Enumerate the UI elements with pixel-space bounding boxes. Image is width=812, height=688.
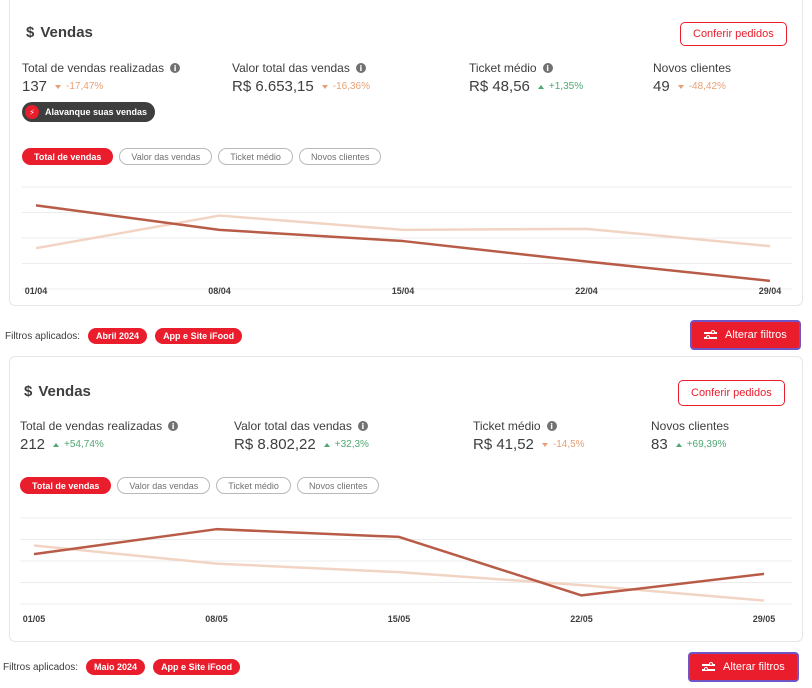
tab-new-customers[interactable]: Novos clientes <box>296 477 380 494</box>
metric-label: Novos clientes <box>651 419 730 433</box>
metric-total-value: Valor total das vendas i R$ 6.653,15 -16,3… <box>232 61 370 95</box>
metric-change: +54,74% <box>53 439 104 450</box>
filter-chip-channel[interactable]: App e Site iFood <box>155 328 243 344</box>
triangle-up-icon <box>53 442 60 447</box>
tab-average-ticket[interactable]: Ticket médio <box>216 477 291 494</box>
dollar-icon: $ <box>26 24 35 41</box>
applied-filters: Filtros aplicados: Abril 2024 App e Site… <box>5 328 243 344</box>
applied-filters: Filtros aplicados: Maio 2024 App e Site … <box>3 659 241 675</box>
info-icon[interactable]: i <box>357 421 368 431</box>
tab-total-sales[interactable]: Total de vendas <box>20 477 112 494</box>
triangle-down-icon <box>321 84 328 89</box>
section-title-text: Vendas <box>38 383 91 400</box>
metric-average-ticket: Ticket médio i R$ 48,56 +1,35% <box>469 61 583 95</box>
info-icon[interactable]: i <box>170 63 181 73</box>
sliders-icon <box>704 330 717 340</box>
change-filters-button[interactable]: Alterar filtros <box>690 320 801 350</box>
x-axis-labels: 01/05 08/05 15/05 22/05 29/05 <box>0 614 812 626</box>
sliders-icon <box>702 662 715 672</box>
metric-total-value: Valor total das vendas i R$ 8.802,22 +32,3… <box>234 419 369 453</box>
metric-change: -48,42% <box>677 81 726 92</box>
info-icon[interactable]: i <box>355 63 366 73</box>
metric-total-sales: Total de vendas realizadas i 137 -17,47% <box>22 61 181 95</box>
metric-label: Valor total das vendas <box>234 419 352 433</box>
metric-label: Total de vendas realizadas <box>20 419 163 433</box>
section-title: $ Vendas <box>26 24 93 41</box>
x-tick-label: 08/05 <box>205 614 228 624</box>
info-icon[interactable]: i <box>168 421 179 431</box>
metric-change: -14,5% <box>541 439 585 450</box>
filter-chip-period[interactable]: Maio 2024 <box>86 659 146 675</box>
filters-label: Filtros aplicados: <box>5 330 81 342</box>
tab-sales-value[interactable]: Valor das vendas <box>119 148 213 165</box>
boost-sales-pill[interactable]: ⚡ Alavanque suas vendas <box>22 102 156 122</box>
filters-label: Filtros aplicados: <box>3 661 79 673</box>
metric-value: 83 <box>651 436 668 453</box>
metric-value: R$ 48,56 <box>469 78 530 95</box>
chart-tabs: Total de vendas Valor das vendas Ticket … <box>20 477 380 494</box>
metric-value: 212 <box>20 436 46 453</box>
sales-panel-may: $ Vendas Conferir pedidos Total de venda… <box>0 352 812 688</box>
x-tick-label: 29/05 <box>752 614 776 624</box>
x-tick-label: 22/05 <box>570 614 593 624</box>
metric-value: R$ 6.653,15 <box>232 78 314 95</box>
metric-label: Total de vendas realizadas <box>22 61 165 75</box>
x-tick-label: 22/04 <box>575 286 598 296</box>
filter-chip-channel[interactable]: App e Site iFood <box>153 659 241 675</box>
x-tick-label: 29/04 <box>758 286 782 296</box>
tab-new-customers[interactable]: Novos clientes <box>298 148 382 165</box>
metric-value: R$ 8.802,22 <box>234 436 316 453</box>
sales-panel-april: $ Vendas Conferir pedidos Total de venda… <box>0 0 812 352</box>
x-tick-label: 01/04 <box>24 286 48 296</box>
triangle-down-icon <box>55 84 62 89</box>
metric-label: Ticket médio <box>473 419 541 433</box>
triangle-up-icon <box>537 84 544 89</box>
series-line <box>33 544 765 602</box>
metric-new-customers: Novos clientes 49 -48,42% <box>653 61 731 95</box>
metric-average-ticket: Ticket médio i R$ 41,52 -14,5% <box>473 419 585 453</box>
x-tick-label: 01/05 <box>22 614 46 624</box>
metric-change: +1,35% <box>537 81 583 92</box>
boost-sales-label: Alavanque suas vendas <box>45 107 148 117</box>
sales-line-chart <box>22 186 792 290</box>
metric-change: -16,36% <box>321 81 370 92</box>
x-tick-label: 15/05 <box>387 614 411 624</box>
sales-card <box>9 356 803 642</box>
change-filters-button[interactable]: Alterar filtros <box>688 652 799 682</box>
metric-change: -17,47% <box>55 81 103 92</box>
check-orders-button[interactable]: Conferir pedidos <box>678 380 785 406</box>
info-icon[interactable]: i <box>542 63 553 73</box>
section-title: $ Vendas <box>24 383 91 400</box>
metric-label: Novos clientes <box>653 61 732 75</box>
x-tick-label: 15/04 <box>391 286 415 296</box>
check-orders-button[interactable]: Conferir pedidos <box>680 22 787 46</box>
filter-chip-period[interactable]: Abril 2024 <box>88 328 148 344</box>
metric-change: +32,3% <box>323 439 369 450</box>
x-tick-label: 08/04 <box>208 286 231 296</box>
metric-new-customers: Novos clientes 83 +69,39% <box>651 419 729 453</box>
metric-value: 137 <box>22 78 48 95</box>
metric-value: R$ 41,52 <box>473 436 534 453</box>
chart-tabs: Total de vendas Valor das vendas Ticket … <box>22 148 382 165</box>
x-axis-labels: 01/04 08/04 15/04 22/04 29/04 <box>0 286 812 298</box>
triangle-up-icon <box>675 442 682 447</box>
info-icon[interactable]: i <box>546 421 557 431</box>
tab-total-sales[interactable]: Total de vendas <box>22 148 114 165</box>
bolt-icon: ⚡ <box>25 105 39 119</box>
triangle-up-icon <box>323 442 330 447</box>
section-title-text: Vendas <box>40 24 93 41</box>
metric-change: +69,39% <box>675 439 726 450</box>
metric-value: 49 <box>653 78 670 95</box>
series-line <box>35 204 771 283</box>
sales-line-chart <box>20 517 792 605</box>
tab-sales-value[interactable]: Valor das vendas <box>117 477 211 494</box>
metric-label: Valor total das vendas <box>232 61 350 75</box>
tab-average-ticket[interactable]: Ticket médio <box>218 148 293 165</box>
metric-label: Ticket médio <box>469 61 537 75</box>
triangle-down-icon <box>541 442 548 447</box>
metric-total-sales: Total de vendas realizadas i 212 +54,74% <box>20 419 179 453</box>
triangle-down-icon <box>677 84 684 89</box>
dollar-icon: $ <box>24 383 33 400</box>
